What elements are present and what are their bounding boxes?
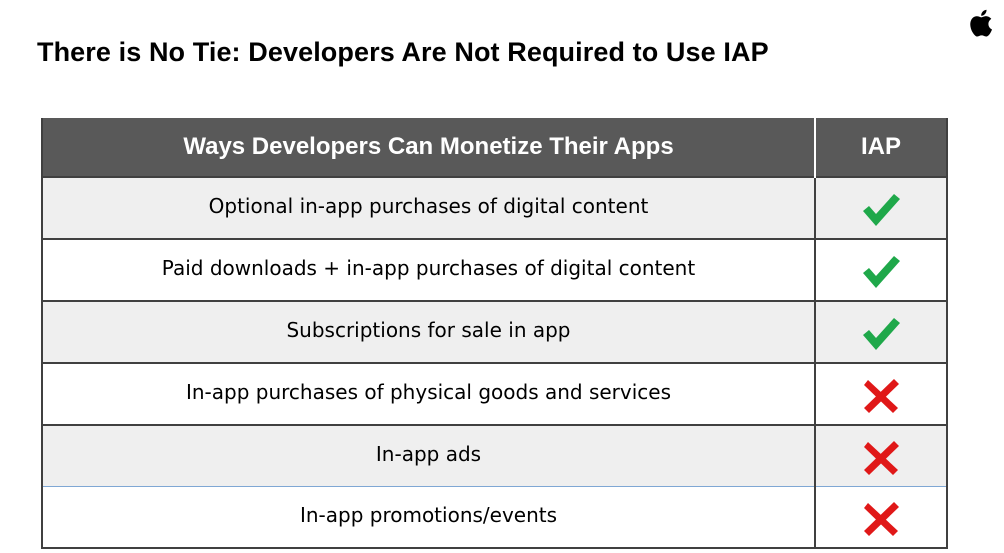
iap-status-cell <box>814 424 946 487</box>
table-row: Paid downloads + in-app purchases of dig… <box>43 238 946 301</box>
monetization-method-cell: Paid downloads + in-app purchases of dig… <box>43 238 815 301</box>
table-row: Optional in-app purchases of digital con… <box>43 176 946 239</box>
iap-status-cell <box>814 362 946 425</box>
monetization-method-cell: In-app promotions/events <box>43 486 815 547</box>
iap-status-cell <box>814 300 946 363</box>
monetization-method-cell: Optional in-app purchases of digital con… <box>43 176 815 239</box>
red-x-icon <box>864 441 899 475</box>
green-checkmark-icon <box>863 318 900 350</box>
monetization-method-cell: In-app ads <box>43 424 815 487</box>
iap-status-cell <box>814 176 946 239</box>
green-checkmark-icon <box>863 256 900 288</box>
table-row: In-app promotions/events <box>43 486 946 547</box>
header-ways-to-monetize: Ways Developers Can Monetize Their Apps <box>43 118 815 177</box>
table-row: In-app ads <box>43 424 946 487</box>
table-header-row: Ways Developers Can Monetize Their Apps … <box>43 118 946 177</box>
table-row: In-app purchases of physical goods and s… <box>43 362 946 425</box>
iap-status-cell <box>814 486 946 547</box>
green-checkmark-icon <box>863 194 900 226</box>
apple-logo-icon <box>970 9 992 37</box>
slide-title: There is No Tie: Developers Are Not Requ… <box>37 37 769 67</box>
table-row: Subscriptions for sale in app <box>43 300 946 363</box>
iap-status-cell <box>814 238 946 301</box>
monetization-table: Ways Developers Can Monetize Their Apps … <box>41 118 948 549</box>
red-x-icon <box>864 379 899 413</box>
header-iap: IAP <box>814 118 946 177</box>
monetization-method-cell: In-app purchases of physical goods and s… <box>43 362 815 425</box>
red-x-icon <box>864 502 899 536</box>
monetization-method-cell: Subscriptions for sale in app <box>43 300 815 363</box>
